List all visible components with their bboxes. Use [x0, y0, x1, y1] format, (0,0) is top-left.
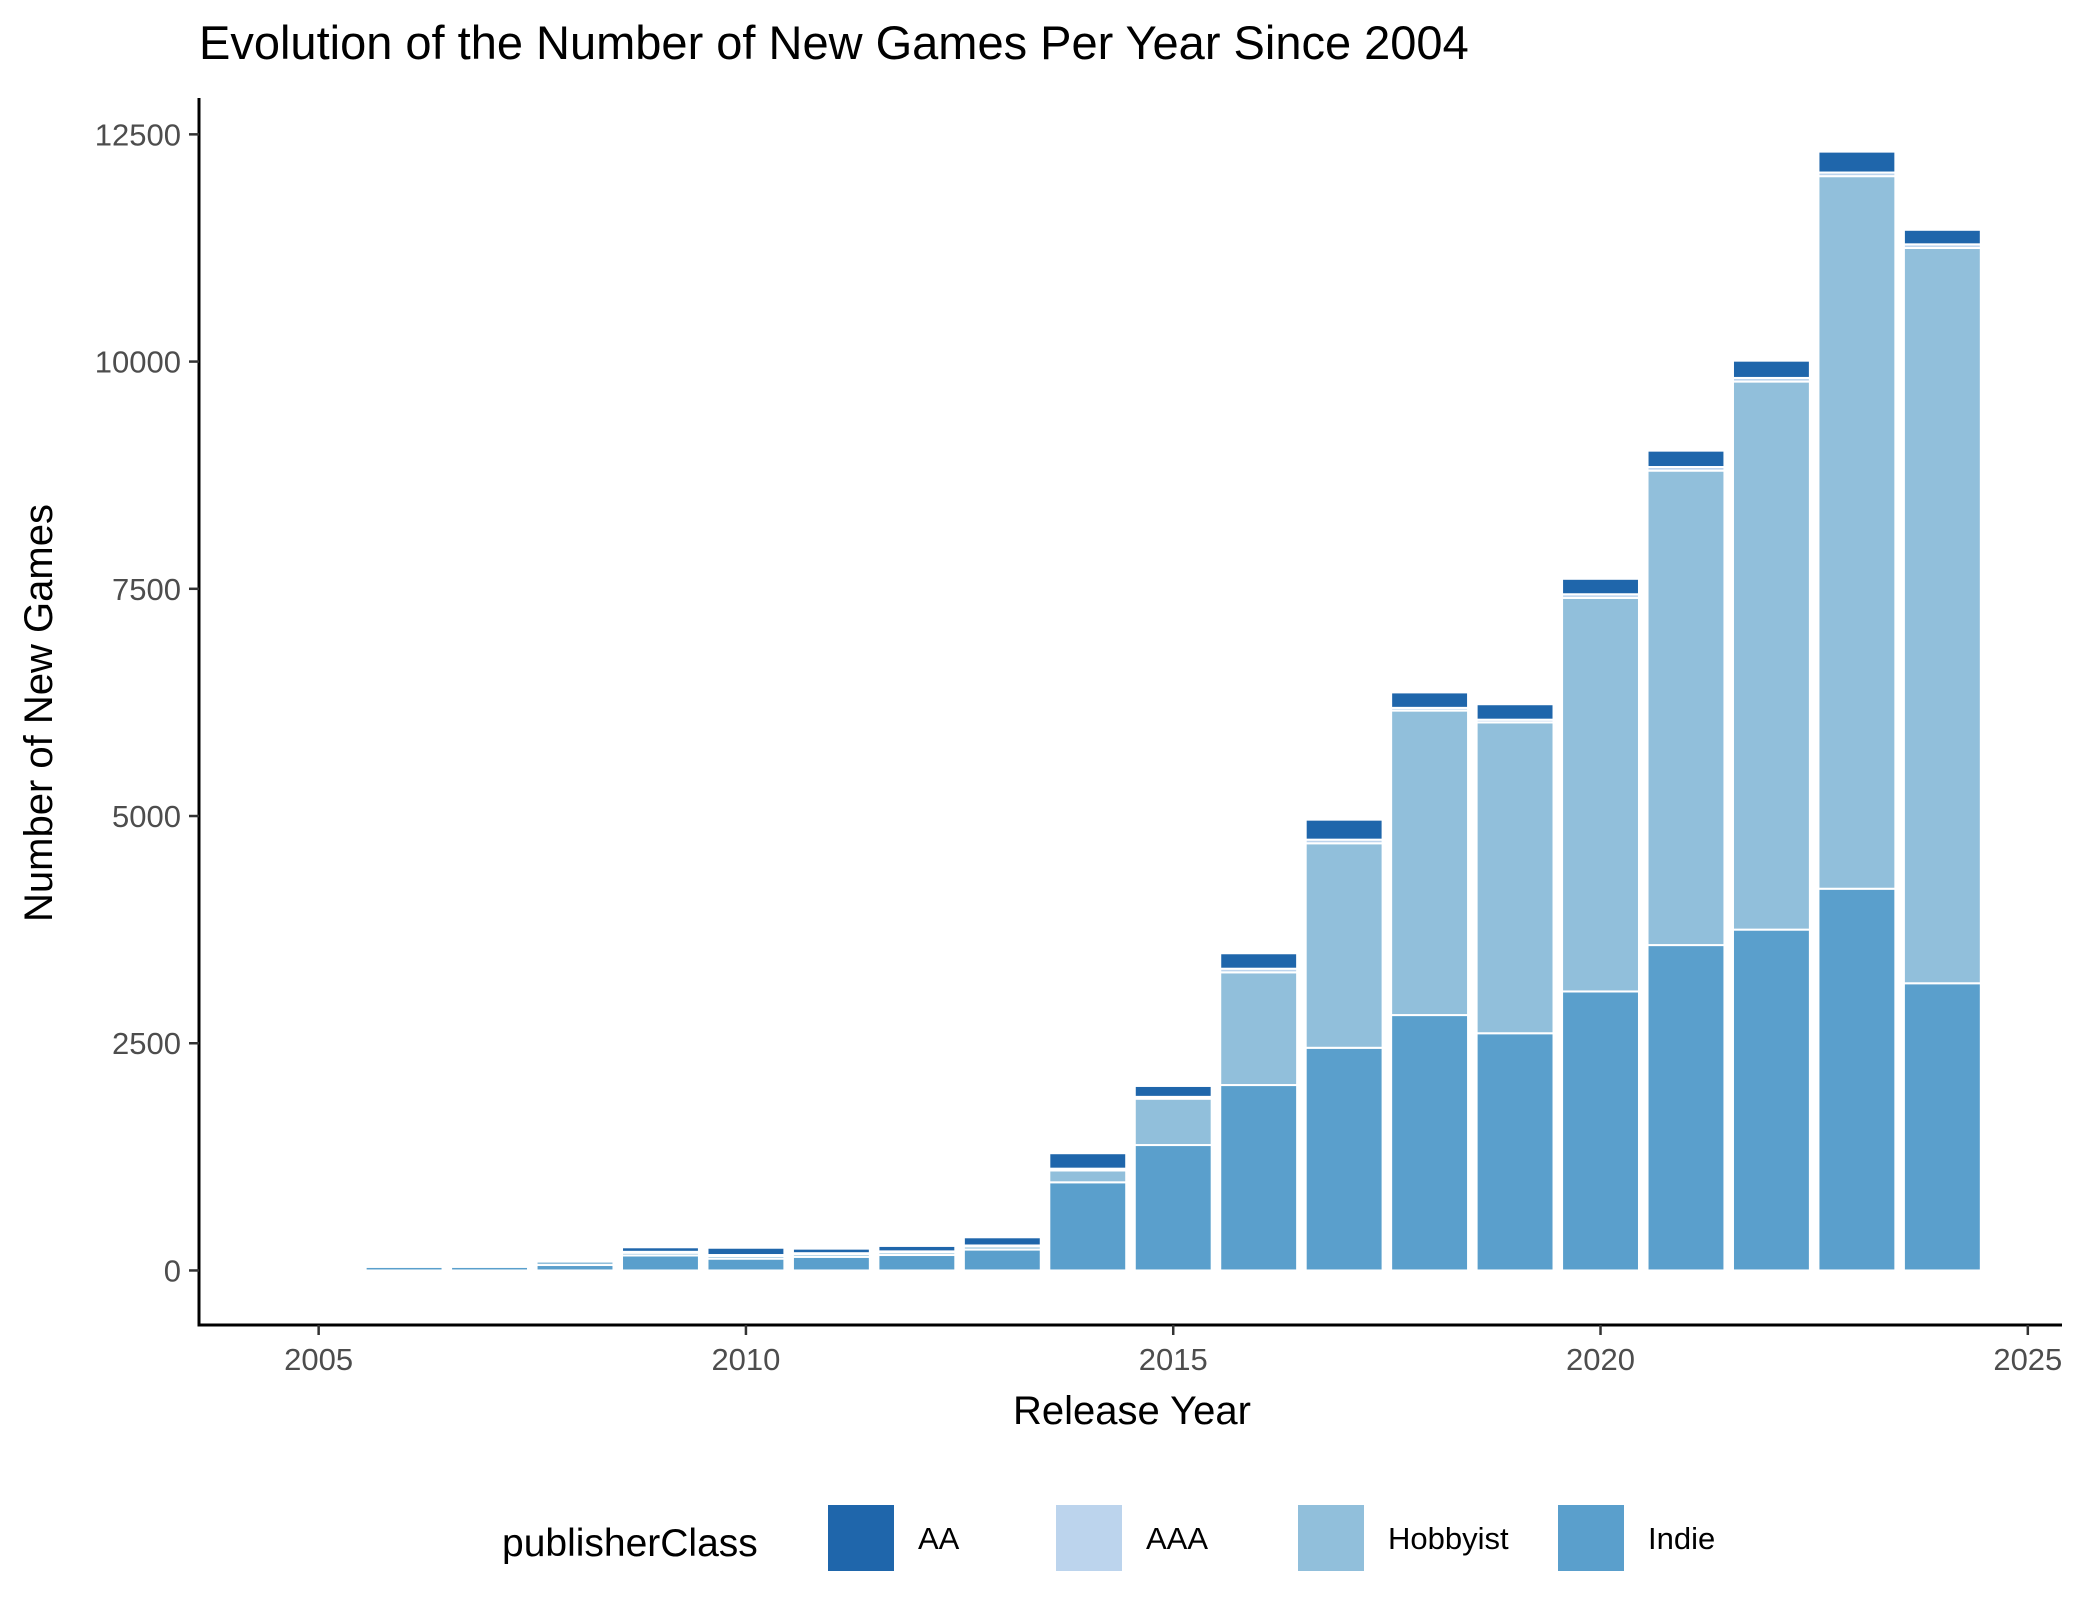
- bar-aa-2013: [962, 1236, 1042, 1247]
- bar-indie-2010: [706, 1257, 786, 1272]
- y-ticks: 0 2500 5000 7500 10000 12500: [95, 117, 199, 1288]
- y-tick-label: 10000: [95, 345, 181, 380]
- bar-aa-2023: [1817, 150, 1897, 174]
- bar-hobbyist-2022: [1731, 380, 1811, 931]
- x-tick-label: 2020: [1566, 1342, 1635, 1377]
- bar-aa-2018: [1390, 691, 1470, 709]
- bar-aa-2015: [1133, 1084, 1213, 1098]
- bar-indie-2024: [1902, 982, 1982, 1272]
- legend-items: AA AAA Hobbyist Indie: [828, 1505, 1715, 1571]
- bar-indie-2014: [1048, 1181, 1128, 1272]
- bar-aa-2020: [1561, 577, 1640, 596]
- bar-indie-2012: [877, 1254, 957, 1272]
- bar-aa-2016: [1219, 952, 1299, 970]
- bar-hobbyist-2023: [1817, 175, 1897, 890]
- bar-aa-2019: [1475, 703, 1555, 721]
- y-axis-label: Number of New Games: [17, 504, 61, 922]
- bar-aa-2006: [364, 1262, 444, 1266]
- bar-indie-2011: [791, 1255, 871, 1272]
- bar-indie-2022: [1731, 928, 1811, 1272]
- legend-title: publisherClass: [502, 1522, 758, 1565]
- bar-aa-2021: [1646, 449, 1726, 469]
- legend-key-indie: [1558, 1505, 1624, 1571]
- bar-aa-2010: [706, 1246, 786, 1257]
- x-tick-label: 2015: [1139, 1342, 1208, 1377]
- bar-hobbyist-2014: [1048, 1169, 1128, 1184]
- legend-key-aa: [828, 1505, 894, 1571]
- bar-hobbyist-2015: [1133, 1097, 1213, 1147]
- bar-aa-2008: [535, 1256, 615, 1261]
- legend-label-aa: AA: [918, 1521, 960, 1556]
- y-tick-label: 7500: [112, 572, 181, 607]
- bar-hobbyist-2018: [1390, 709, 1470, 1017]
- bar-aa-2012: [877, 1244, 957, 1253]
- chart-title: Evolution of the Number of New Games Per…: [199, 16, 1469, 69]
- legend-label-hobbyist: Hobbyist: [1388, 1521, 1509, 1556]
- bar-indie-2018: [1390, 1014, 1470, 1272]
- bar-indie-2020: [1561, 990, 1640, 1272]
- bar-hobbyist-2019: [1475, 721, 1555, 1035]
- bar-hobbyist-2020: [1561, 596, 1640, 993]
- bar-indie-2023: [1817, 887, 1897, 1272]
- bar-indie-2017: [1304, 1046, 1384, 1272]
- x-tick-label: 2010: [711, 1342, 780, 1377]
- bar-hobbyist-2024: [1902, 246, 1982, 985]
- legend-key-aaa: [1056, 1505, 1122, 1571]
- y-tick-label: 0: [164, 1253, 181, 1288]
- bar-aa-2014: [1048, 1152, 1128, 1170]
- bar-indie-2016: [1219, 1084, 1299, 1272]
- bar-hobbyist-2021: [1646, 469, 1726, 947]
- x-tick-label: 2025: [1993, 1342, 2062, 1377]
- x-ticks: 2005 2010 2015 2020 2025: [284, 1325, 2062, 1377]
- legend-label-aaa: AAA: [1146, 1521, 1208, 1556]
- y-tick-label: 5000: [112, 799, 181, 834]
- bar-aa-2007: [450, 1261, 530, 1266]
- x-axis-label: Release Year: [1013, 1389, 1251, 1433]
- y-tick-label: 2500: [112, 1026, 181, 1061]
- bar-hobbyist-2017: [1304, 842, 1384, 1049]
- legend-label-indie: Indie: [1648, 1521, 1715, 1556]
- bar-aa-2017: [1304, 818, 1384, 841]
- bar-aa-2011: [791, 1247, 871, 1255]
- x-tick-label: 2005: [284, 1342, 353, 1377]
- bar-aa-2024: [1902, 228, 1982, 246]
- bar-indie-2013: [962, 1248, 1042, 1272]
- bar-indie-2009: [621, 1254, 700, 1272]
- bar-aa-2009: [621, 1246, 700, 1253]
- bar-indie-2015: [1133, 1144, 1213, 1272]
- bar-indie-2019: [1475, 1032, 1555, 1272]
- y-tick-label: 12500: [95, 117, 181, 152]
- bar-hobbyist-2016: [1219, 971, 1299, 1087]
- bar-aa-2022: [1731, 359, 1811, 379]
- legend-key-hobbyist: [1298, 1505, 1364, 1571]
- bar-indie-2021: [1646, 944, 1726, 1272]
- bars-layer: [279, 150, 1982, 1272]
- legend: publisherClass AA AAA Hobbyist Indie: [502, 1505, 1715, 1571]
